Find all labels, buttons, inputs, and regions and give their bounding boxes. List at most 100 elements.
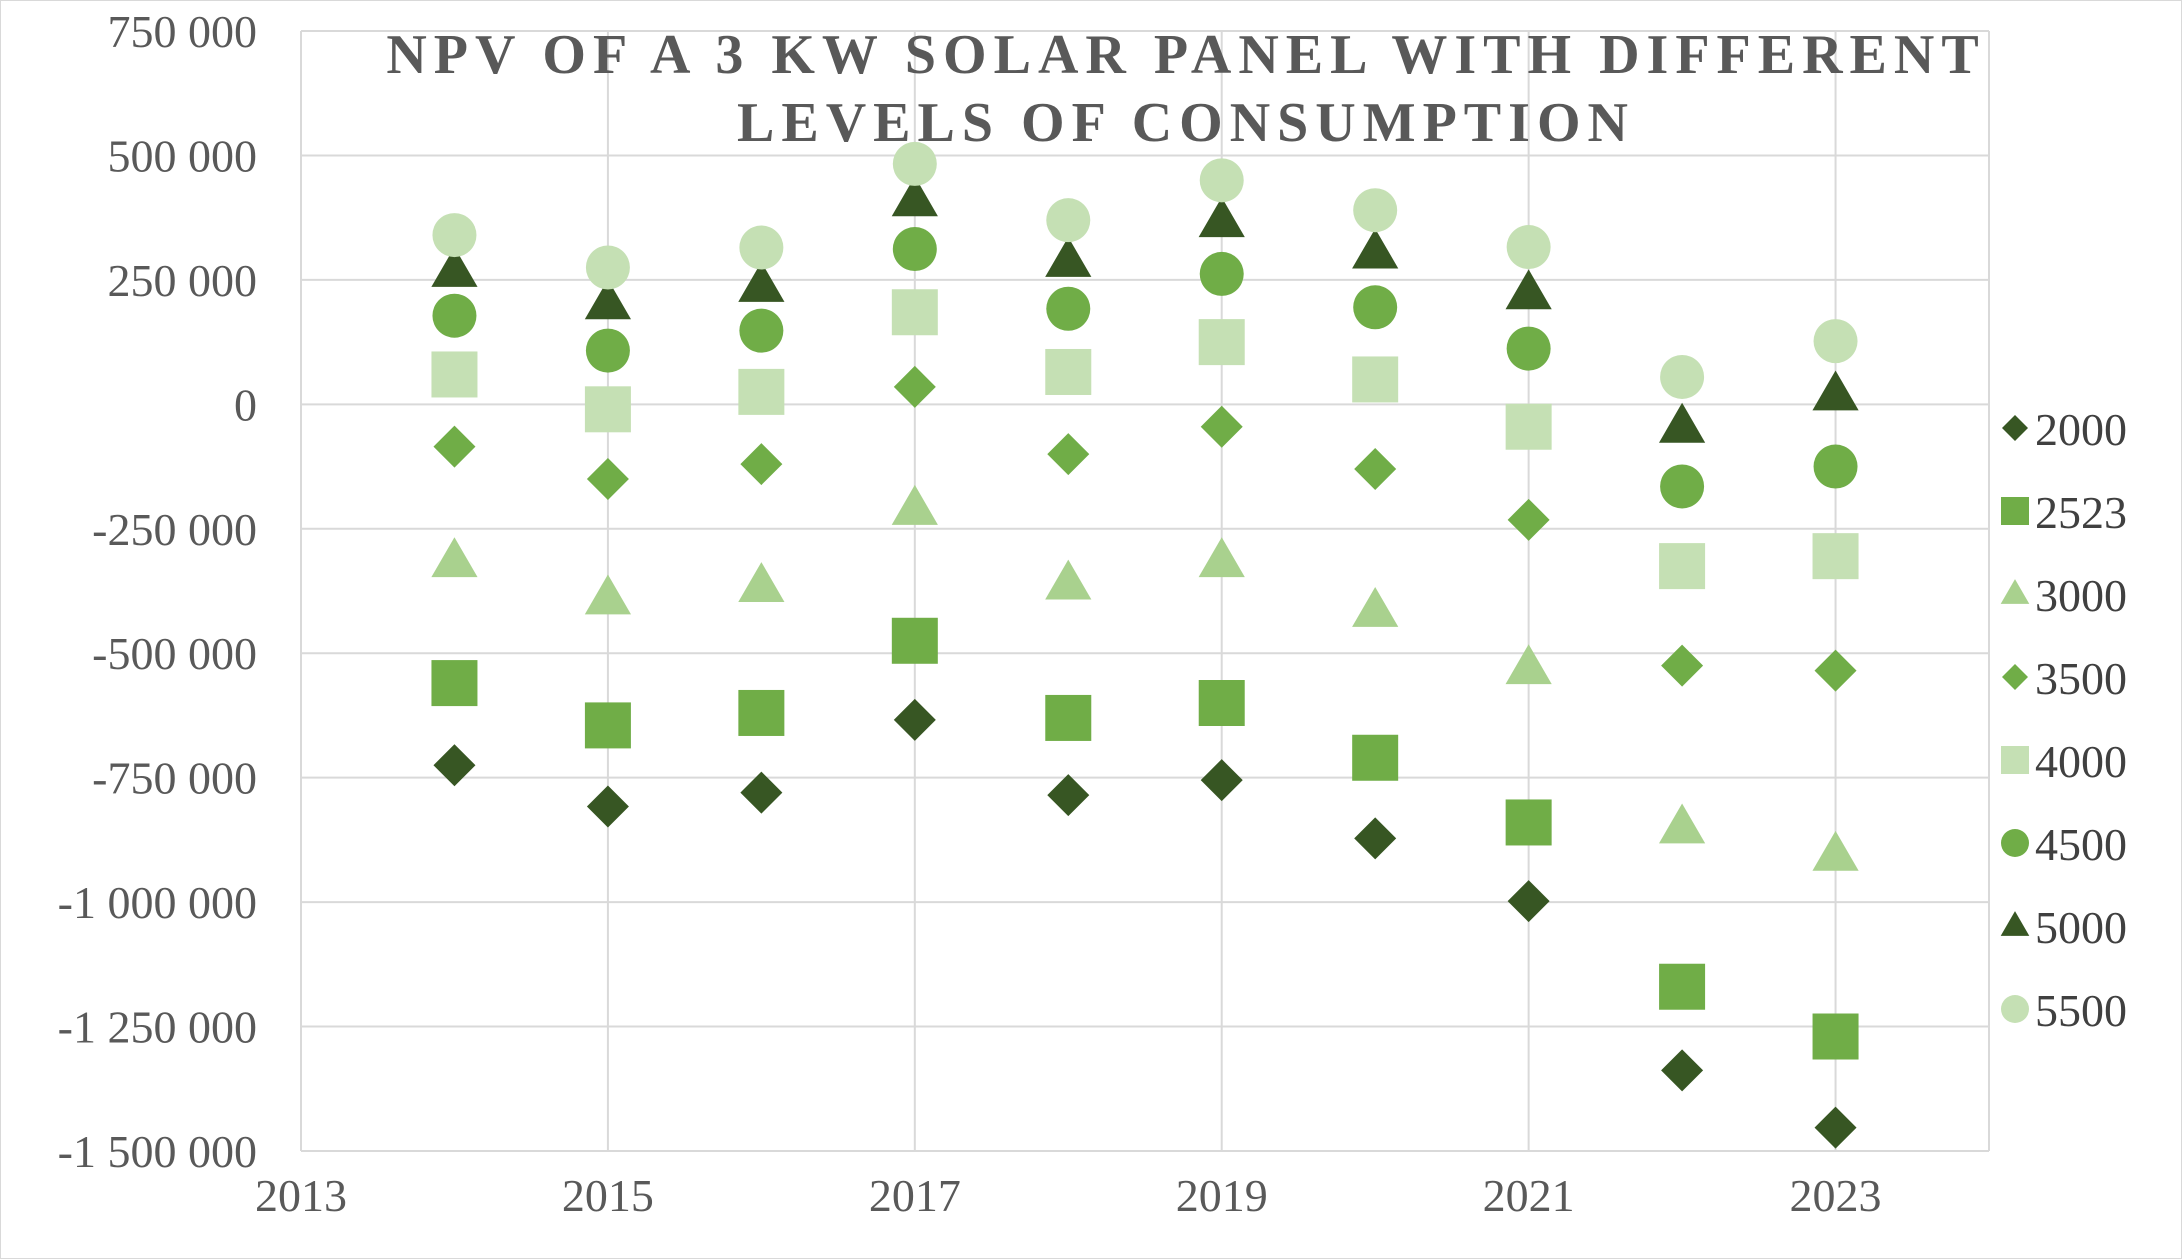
y-tick-label: 250 000 bbox=[108, 255, 258, 306]
legend-label-5000: 5000 bbox=[2035, 902, 2127, 953]
series-3000 bbox=[431, 484, 1859, 871]
data-point-3500-2023 bbox=[1814, 649, 1857, 692]
data-point-3500-2018 bbox=[1047, 433, 1090, 476]
data-point-4500-2023 bbox=[1813, 444, 1858, 489]
data-point-3000-2022 bbox=[1658, 803, 1706, 844]
x-tick-label: 2015 bbox=[562, 1170, 654, 1221]
y-tick-label: 0 bbox=[234, 379, 257, 430]
data-point-4000-2023 bbox=[1812, 533, 1859, 580]
data-point-5000-2020 bbox=[1352, 228, 1399, 269]
y-tick-label: 500 000 bbox=[108, 130, 258, 181]
series-2523 bbox=[431, 617, 1859, 1060]
series-3500 bbox=[433, 365, 1857, 692]
chart-title-line-2: LEVELS OF CONSUMPTION bbox=[737, 92, 1635, 154]
data-point-4500-2020 bbox=[1353, 285, 1398, 330]
data-point-2000-2022 bbox=[1661, 1049, 1704, 1092]
data-point-2000-2016 bbox=[740, 771, 783, 814]
data-point-3000-2014 bbox=[431, 537, 478, 578]
data-point-5500-2020 bbox=[1353, 188, 1398, 233]
y-tick-label: 750 000 bbox=[108, 6, 258, 57]
data-point-2000-2021 bbox=[1507, 880, 1550, 923]
legend-marker-3000 bbox=[2000, 579, 2030, 604]
data-point-3500-2014 bbox=[433, 425, 476, 468]
data-point-4000-2018 bbox=[1045, 348, 1092, 395]
legend-marker-4500 bbox=[2001, 829, 2029, 857]
legend-label-4500: 4500 bbox=[2035, 819, 2127, 870]
x-tick-label: 2017 bbox=[869, 1170, 961, 1221]
data-point-2000-2017 bbox=[893, 698, 936, 741]
data-point-4500-2014 bbox=[432, 293, 477, 338]
legend-marker-5500 bbox=[2001, 995, 2029, 1023]
data-point-2523-2019 bbox=[1198, 680, 1245, 726]
series-4000 bbox=[431, 289, 1859, 590]
chart-title: NPV OF A 3 KW SOLAR PANEL WITH DIFFERENT… bbox=[386, 24, 1985, 154]
data-point-5000-2023 bbox=[1812, 370, 1859, 411]
legend-label-5500: 5500 bbox=[2035, 985, 2127, 1036]
data-point-3500-2019 bbox=[1200, 405, 1243, 448]
data-point-5500-2021 bbox=[1506, 225, 1551, 270]
legend-label-2523: 2523 bbox=[2035, 487, 2127, 538]
data-point-2523-2022 bbox=[1659, 963, 1706, 1010]
x-tick-label: 2023 bbox=[1790, 1170, 1882, 1221]
y-tick-label: -1 250 000 bbox=[58, 1002, 257, 1053]
y-tick-label: -250 000 bbox=[92, 504, 257, 555]
data-point-5000-2022 bbox=[1658, 402, 1706, 443]
data-point-5000-2015 bbox=[584, 279, 632, 320]
data-point-4500-2016 bbox=[739, 308, 784, 353]
data-point-4500-2019 bbox=[1199, 251, 1244, 296]
data-point-5500-2018 bbox=[1046, 198, 1091, 243]
data-point-2000-2023 bbox=[1814, 1106, 1857, 1149]
data-point-5500-2017 bbox=[892, 141, 937, 186]
x-tick-label: 2019 bbox=[1176, 1170, 1268, 1221]
data-point-4000-2017 bbox=[891, 289, 938, 336]
axis-layer: 750 000 500 000 250 000 0 -250 000 -500 000 -7… bbox=[58, 6, 1882, 1221]
data-point-5500-2019 bbox=[1199, 158, 1244, 203]
legend: 2000 2523 3000 3500 4000 4500 5000 5500 bbox=[2000, 404, 2127, 1036]
data-point-2523-2018 bbox=[1045, 694, 1092, 741]
data-point-3000-2016 bbox=[738, 562, 785, 602]
data-point-4000-2022 bbox=[1659, 543, 1706, 590]
x-tick-label: 2013 bbox=[255, 1170, 347, 1221]
data-point-3000-2019 bbox=[1198, 537, 1245, 578]
data-point-5000-2017 bbox=[891, 176, 938, 217]
data-point-4500-2022 bbox=[1660, 464, 1705, 509]
chart-title-line-1: NPV OF A 3 KW SOLAR PANEL WITH DIFFERENT bbox=[386, 24, 1985, 86]
legend-label-3000: 3000 bbox=[2035, 570, 2127, 621]
data-point-2523-2015 bbox=[584, 702, 631, 749]
legend-label-2000: 2000 bbox=[2035, 404, 2127, 455]
data-point-5500-2016 bbox=[739, 225, 784, 270]
legend-marker-3500 bbox=[2002, 664, 2028, 690]
series-4500 bbox=[432, 227, 1858, 509]
legend-marker-4000 bbox=[2001, 746, 2029, 774]
data-point-3500-2022 bbox=[1661, 644, 1704, 687]
data-point-4000-2020 bbox=[1352, 356, 1399, 403]
data-point-3500-2015 bbox=[586, 458, 629, 500]
data-point-2000-2015 bbox=[586, 785, 629, 828]
data-point-3500-2017 bbox=[893, 365, 936, 408]
data-point-3000-2018 bbox=[1045, 559, 1092, 600]
data-point-2523-2014 bbox=[431, 660, 478, 707]
legend-marker-5000 bbox=[2000, 911, 2030, 936]
data-point-3000-2020 bbox=[1352, 586, 1399, 627]
data-point-2000-2020 bbox=[1354, 817, 1397, 860]
legend-label-4000: 4000 bbox=[2035, 736, 2127, 787]
data-point-5000-2019 bbox=[1198, 197, 1245, 238]
data-point-2523-2016 bbox=[738, 689, 785, 736]
y-tick-label: -500 000 bbox=[92, 628, 257, 679]
data-point-5000-2018 bbox=[1045, 237, 1092, 277]
data-point-4500-2021 bbox=[1506, 326, 1551, 371]
data-point-2523-2021 bbox=[1505, 799, 1552, 846]
data-point-5000-2014 bbox=[431, 246, 478, 287]
x-tick-label: 2021 bbox=[1483, 1170, 1575, 1221]
data-point-3000-2023 bbox=[1812, 830, 1859, 871]
data-point-3500-2016 bbox=[740, 443, 783, 486]
y-tick-label: -1 000 000 bbox=[58, 877, 257, 928]
data-points bbox=[431, 141, 1859, 1149]
data-point-3000-2021 bbox=[1505, 644, 1552, 685]
data-point-3500-2020 bbox=[1354, 448, 1397, 491]
data-point-5000-2016 bbox=[738, 261, 785, 302]
data-point-5500-2022 bbox=[1660, 354, 1705, 399]
data-point-2523-2017 bbox=[891, 617, 938, 664]
legend-marker-2523 bbox=[2001, 497, 2029, 525]
